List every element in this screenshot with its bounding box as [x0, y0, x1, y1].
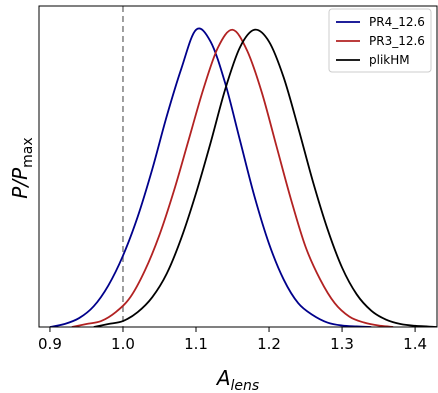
x-tick-label: 1.3: [330, 335, 354, 353]
x-tick-label: 0.9: [38, 335, 62, 353]
y-axis-title-subscript: max: [20, 137, 36, 168]
legend-label: PR3_12.6: [369, 34, 425, 48]
x-axis-title-base: A: [215, 366, 231, 390]
series-line-pr3-12-6: [71, 28, 394, 327]
series-layer: [49, 27, 437, 327]
x-tick-label: 1.4: [403, 335, 427, 353]
legend: PR4_12.6 PR3_12.6 plikHM: [328, 8, 432, 73]
x-tick-label: 1.0: [111, 335, 135, 353]
plot-area-frame: [38, 5, 438, 328]
series-line-plikhm: [93, 28, 437, 327]
x-axis-title-subscript: lens: [231, 378, 260, 393]
x-tick-label: 1.1: [184, 335, 208, 353]
x-axis: 0.9 1.0 1.1 1.2 1.3 1.4: [38, 327, 427, 353]
series-line-pr4-12-6: [49, 27, 372, 327]
legend-label: plikHM: [369, 53, 410, 67]
x-tick-label: 1.2: [257, 335, 281, 353]
y-axis-title: P/Pmax: [8, 137, 36, 198]
y-axis-title-base: P/P: [8, 167, 32, 199]
y-axis-title-group: P/Pmax: [8, 137, 36, 198]
x-axis-title: Alens: [215, 366, 259, 393]
legend-box: [328, 8, 432, 73]
legend-label: PR4_12.6: [369, 15, 425, 29]
